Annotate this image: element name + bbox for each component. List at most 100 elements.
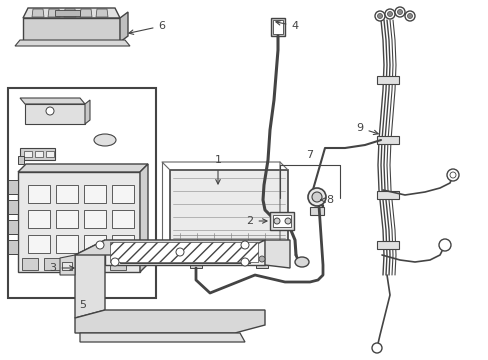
Bar: [28, 235, 50, 253]
Polygon shape: [18, 172, 140, 272]
Text: 6: 6: [129, 21, 165, 35]
Circle shape: [273, 218, 280, 224]
Bar: [272, 20, 283, 34]
Polygon shape: [18, 164, 148, 172]
Polygon shape: [20, 98, 85, 104]
Text: 2: 2: [246, 216, 266, 226]
Bar: [110, 258, 126, 270]
Bar: [170, 170, 287, 255]
Bar: [35, 151, 43, 157]
Bar: [8, 200, 18, 214]
Bar: [112, 185, 134, 203]
Bar: [24, 151, 32, 157]
Bar: [269, 212, 293, 230]
Circle shape: [371, 343, 381, 353]
Circle shape: [384, 9, 394, 19]
Circle shape: [241, 241, 248, 249]
Bar: [84, 210, 106, 228]
Circle shape: [449, 172, 455, 178]
Ellipse shape: [294, 257, 308, 267]
Polygon shape: [32, 9, 44, 17]
Circle shape: [311, 192, 321, 202]
Circle shape: [241, 258, 248, 266]
Polygon shape: [48, 9, 60, 17]
Circle shape: [111, 258, 119, 266]
Bar: [88, 258, 104, 270]
Bar: [56, 210, 78, 228]
Polygon shape: [75, 310, 264, 333]
Bar: [66, 258, 82, 270]
Bar: [112, 235, 134, 253]
Text: 5: 5: [80, 300, 86, 310]
Bar: [110, 242, 258, 262]
Circle shape: [397, 9, 402, 14]
Ellipse shape: [94, 134, 116, 146]
Text: 1: 1: [214, 155, 221, 184]
Circle shape: [193, 256, 199, 262]
Text: 7: 7: [306, 150, 313, 160]
Circle shape: [307, 188, 325, 206]
Polygon shape: [25, 104, 85, 124]
Text: 8: 8: [320, 195, 333, 205]
Polygon shape: [75, 240, 264, 255]
Polygon shape: [80, 9, 92, 17]
Polygon shape: [23, 18, 120, 42]
Circle shape: [386, 12, 392, 17]
Polygon shape: [80, 333, 244, 342]
Circle shape: [96, 241, 104, 249]
Bar: [55, 10, 80, 16]
Bar: [272, 215, 290, 227]
Circle shape: [404, 11, 414, 21]
Circle shape: [374, 11, 384, 21]
Circle shape: [176, 248, 183, 256]
Text: 4: 4: [275, 21, 298, 31]
Bar: [376, 241, 398, 249]
Circle shape: [407, 13, 412, 18]
Circle shape: [394, 7, 404, 17]
Bar: [46, 151, 54, 157]
Bar: [256, 263, 267, 268]
Circle shape: [285, 218, 290, 224]
Polygon shape: [120, 250, 249, 263]
Bar: [190, 263, 202, 268]
Bar: [376, 191, 398, 199]
Bar: [56, 185, 78, 203]
Circle shape: [46, 107, 54, 115]
Polygon shape: [18, 156, 24, 164]
Bar: [56, 235, 78, 253]
Bar: [28, 210, 50, 228]
Polygon shape: [264, 240, 289, 268]
Bar: [84, 185, 106, 203]
Bar: [376, 76, 398, 84]
Circle shape: [377, 13, 382, 18]
Polygon shape: [96, 9, 108, 17]
Polygon shape: [140, 164, 148, 272]
Bar: [8, 220, 18, 234]
Bar: [44, 258, 60, 270]
Bar: [187, 255, 203, 263]
Polygon shape: [23, 8, 120, 18]
Polygon shape: [85, 100, 90, 124]
Bar: [28, 185, 50, 203]
Circle shape: [446, 169, 458, 181]
Polygon shape: [20, 148, 55, 160]
Bar: [112, 210, 134, 228]
Text: 9: 9: [356, 123, 377, 135]
Bar: [8, 180, 18, 194]
Circle shape: [438, 239, 450, 251]
Bar: [84, 235, 106, 253]
Polygon shape: [105, 240, 264, 265]
Circle shape: [259, 256, 264, 262]
Bar: [270, 18, 285, 36]
Bar: [8, 240, 18, 254]
Bar: [8, 88, 156, 298]
Polygon shape: [60, 255, 75, 275]
Polygon shape: [15, 40, 130, 46]
Bar: [253, 255, 269, 263]
Bar: [309, 207, 324, 215]
Bar: [62, 262, 72, 270]
Polygon shape: [120, 12, 128, 42]
Bar: [22, 258, 38, 270]
Bar: [376, 136, 398, 144]
Text: 3: 3: [49, 263, 74, 273]
